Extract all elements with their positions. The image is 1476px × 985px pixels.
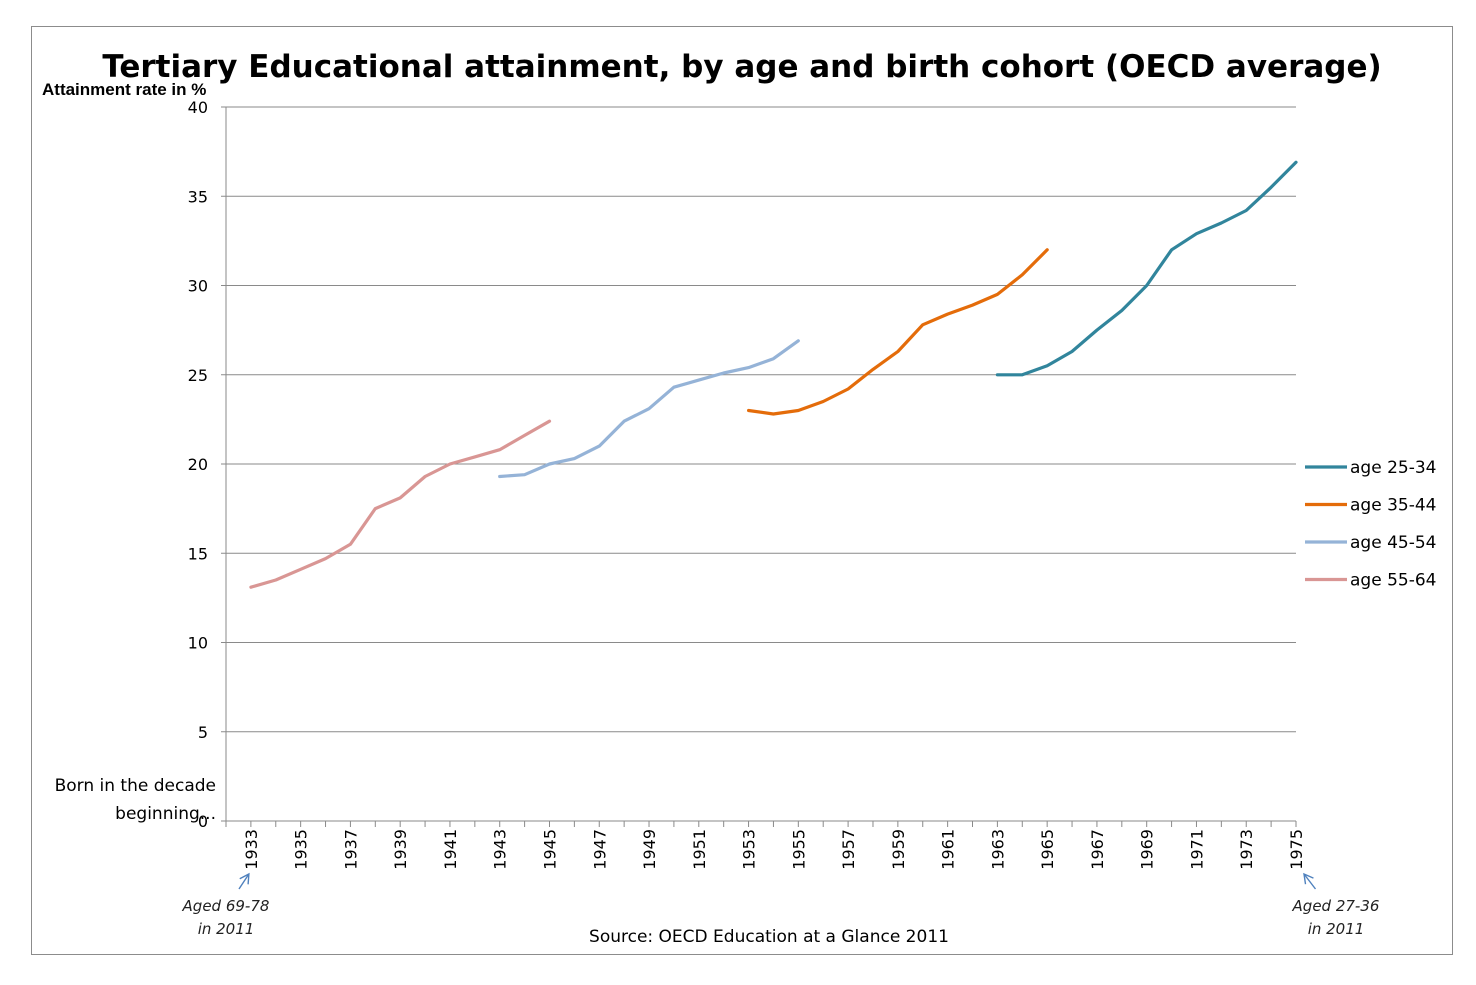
y-tick-label: 0 <box>198 812 208 831</box>
y-tick-labels: 0 5 10 15 20 25 30 35 40 <box>188 98 208 831</box>
x-axis-label-line1: Born in the decade <box>55 776 216 796</box>
x-tick-label: 1947 <box>590 829 609 870</box>
annotation-arrowhead <box>1303 872 1314 885</box>
annotation-text: in 2011 <box>198 920 255 938</box>
x-axis-label-line2: beginning... <box>115 804 216 824</box>
y-tick-label: 35 <box>188 187 208 206</box>
y-tick-label: 5 <box>198 723 208 742</box>
chart-frame <box>31 26 1453 955</box>
y-tick-label: 30 <box>188 277 208 296</box>
x-tick-label: 1955 <box>789 829 808 870</box>
gridlines <box>221 106 1296 822</box>
source-note: Source: OECD Education at a Glance 2011 <box>589 927 949 947</box>
legend-label: age 25-34 <box>1350 458 1436 478</box>
legend-label: age 45-54 <box>1350 533 1436 553</box>
y-tick-label: 20 <box>188 455 208 474</box>
x-tick-label: 1953 <box>740 829 759 870</box>
annotation-text: in 2011 <box>1308 920 1365 938</box>
series-line <box>746 248 1049 416</box>
series-line <box>995 160 1298 377</box>
annotation-arrowhead <box>239 872 250 885</box>
y-axis-label: Attainment rate in % <box>42 80 206 99</box>
x-tick-label: 1941 <box>441 829 460 870</box>
x-tick-label: 1939 <box>391 829 410 870</box>
annotation-text: Aged 69-78 <box>182 897 270 915</box>
x-tick-label: 1959 <box>889 829 908 870</box>
x-tick-label: 1933 <box>242 829 261 870</box>
y-tick-label: 15 <box>188 544 208 563</box>
chart-title: Tertiary Educational attainment, by age … <box>102 49 1381 85</box>
x-tick-label: 1961 <box>939 829 958 870</box>
axes <box>225 107 1297 827</box>
x-tick-label: 1935 <box>292 829 311 870</box>
y-tick-label: 25 <box>188 366 208 385</box>
x-tick-label: 1975 <box>1287 829 1306 870</box>
y-tick-label: 10 <box>188 634 208 653</box>
x-tick-labels: 1933 1935 1937 1939 1941 1943 1945 1947 1949 1951… <box>242 829 1306 870</box>
annotation-text: Aged 27-36 <box>1292 897 1380 915</box>
x-tick-label: 1965 <box>1038 829 1057 870</box>
x-tick-label: 1963 <box>988 829 1007 870</box>
x-tick-label: 1951 <box>690 829 709 870</box>
x-tick-label: 1957 <box>839 829 858 870</box>
annotation-arrow <box>238 873 250 890</box>
series-line <box>249 419 552 589</box>
annotation-arrow <box>1303 873 1317 890</box>
x-tick-label: 1949 <box>640 829 659 870</box>
x-tick-label: 1937 <box>341 829 360 870</box>
x-tick-label: 1967 <box>1088 829 1107 870</box>
x-tick-label: 1973 <box>1237 829 1256 870</box>
series-line <box>498 339 800 479</box>
legend: age 25-34 age 35-44 age 45-54 age 55-64 <box>1305 458 1436 591</box>
x-tick-label: 1943 <box>491 829 510 870</box>
x-tick-label: 1971 <box>1187 829 1206 870</box>
legend-label: age 35-44 <box>1350 496 1436 516</box>
legend-label: age 55-64 <box>1350 571 1436 591</box>
y-tick-label: 40 <box>188 98 208 117</box>
annotations: Aged 69-78 in 2011 Aged 27-36 in 2011 <box>182 872 1380 938</box>
x-tick-label: 1969 <box>1138 829 1157 870</box>
series-lines <box>249 160 1298 589</box>
x-tick-label: 1945 <box>540 829 559 870</box>
